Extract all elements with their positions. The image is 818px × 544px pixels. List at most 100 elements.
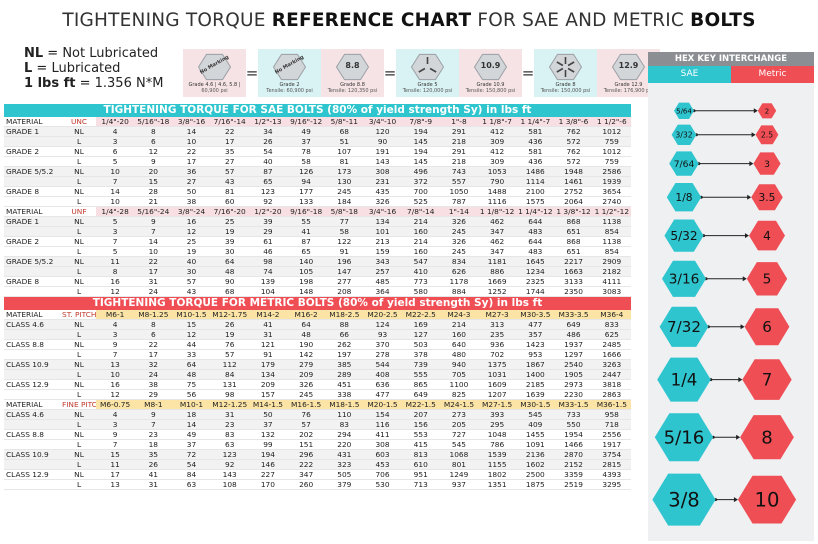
sae-hex-icon — [662, 260, 706, 297]
table-cell: 3 — [96, 136, 135, 147]
table-cell: 1012 — [592, 126, 631, 137]
table-cell: 379 — [325, 479, 364, 490]
table-cell: 108 — [210, 479, 249, 490]
table-cell: 787 — [439, 196, 479, 207]
table-cell: 64 — [287, 319, 326, 330]
table-cell: 9 — [134, 216, 173, 227]
bolt-head-icon — [473, 53, 508, 81]
table-cell: 6 — [96, 146, 135, 157]
sae-size-label: 7/32 — [667, 318, 701, 336]
table-cell: 131 — [210, 379, 249, 390]
header-cell: 7/8"-14 — [401, 206, 440, 217]
header-cell: M6-1 — [96, 310, 135, 320]
table-cell: 462 — [478, 236, 517, 247]
table-cell: 16 — [96, 276, 135, 287]
table-cell: 213 — [363, 236, 402, 247]
header-cell: 3/4"-10 — [363, 117, 402, 127]
header-cell: MATERIAL — [4, 117, 62, 127]
header-cell: 1 1/8"-12 — [478, 206, 517, 217]
table-cell: 309 — [478, 156, 517, 167]
table-cell: 1802 — [478, 469, 517, 480]
table-cell: 48 — [287, 329, 326, 340]
table-cell: 1138 — [592, 216, 631, 227]
table-cell: 2815 — [592, 459, 631, 470]
table-row: L 5 10 19 30 46 65 91 159 160 245 347 483 651 854 — [4, 246, 631, 257]
table-cell: 291 — [439, 126, 479, 137]
table-cell: 1100 — [439, 379, 479, 390]
table-cell: 1602 — [516, 459, 555, 470]
sae-hex-icon — [657, 357, 711, 402]
table-cell: 1948 — [554, 166, 593, 177]
table-cell: 4 — [96, 126, 135, 137]
table-cell: 98 — [248, 256, 288, 267]
table-cell: 649 — [554, 319, 593, 330]
table-cell: 347 — [478, 246, 517, 257]
hex-key-title: HEX KEY INTERCHANGE — [648, 52, 814, 66]
table-cell: 7 — [96, 349, 135, 360]
table-cell: GRADE 8 — [4, 276, 62, 287]
table-cell: L — [62, 439, 96, 450]
table-cell: 194 — [401, 126, 440, 137]
header-cell: 5/16"-18 — [134, 117, 173, 127]
table-cell: 277 — [325, 276, 364, 287]
table-row: L 13 31 63 108 170 260 379 530 713 937 1351 1875 2519… — [4, 479, 631, 490]
table-cell: 496 — [401, 166, 440, 177]
table-cell: 54 — [172, 459, 211, 470]
header-cell: M33-3.5 — [554, 310, 593, 320]
table-cell: 7 — [134, 419, 173, 430]
grade-tensile: Tensile: 120,000 psi — [402, 88, 453, 94]
table-cell: 453 — [363, 459, 402, 470]
table-cell: 868 — [554, 236, 593, 247]
table-cell: 133 — [287, 196, 326, 207]
table-row: CLASS 8.8 NL 9 23 49 83 132 202 294 411 553 727 1048… — [4, 429, 631, 440]
table-cell: 1181 — [478, 256, 517, 267]
table-cell: 58 — [287, 156, 326, 167]
table-cell: 435 — [363, 186, 402, 197]
table-cell: 8 — [134, 319, 173, 330]
table-cell: 10 — [96, 166, 135, 177]
table-cell: 5 — [96, 156, 135, 167]
table-cell: 38 — [134, 379, 173, 390]
table-cell: 1466 — [554, 439, 593, 450]
header-cell: 1 1/2"-12 — [592, 206, 631, 217]
table-cell: 3083 — [592, 286, 631, 297]
header-cell: 1/2"-20 — [248, 206, 288, 217]
table-cell: 27 — [172, 176, 211, 187]
metric-hex-icon — [742, 359, 792, 400]
table-cell: 25 — [210, 216, 249, 227]
table-cell: 35 — [210, 146, 249, 157]
table-cell: 43 — [210, 176, 249, 187]
table-cell: 1666 — [592, 349, 631, 360]
hex-key-pair: 7/32 6 — [659, 306, 790, 347]
table-cell: 17 — [210, 136, 249, 147]
table-cell: 194 — [248, 449, 288, 460]
table-cell: 9 — [96, 429, 135, 440]
metric-hex-icon — [737, 475, 797, 524]
header-cell: M18-2.5 — [325, 310, 364, 320]
table-cell: 483 — [516, 226, 555, 237]
header-cell: M30-3.5 — [516, 310, 555, 320]
table-cell: 581 — [516, 126, 555, 137]
header-cell: M20-1.5 — [363, 399, 402, 410]
hex-key-pair: 3/16 5 — [662, 260, 788, 297]
grade-tensile: 60,900 psi — [201, 88, 228, 94]
table-cell: 640 — [439, 339, 479, 350]
table-cell: 101 — [363, 226, 402, 237]
table-cell: 57 — [172, 276, 211, 287]
table-cell: 544 — [363, 359, 402, 370]
table-cell: 1207 — [478, 389, 517, 400]
table-cell: 36 — [172, 166, 211, 177]
table-cell: 936 — [478, 339, 517, 350]
table-cell: 483 — [516, 246, 555, 257]
table-cell: 218 — [439, 156, 479, 167]
table-cell: 12 — [96, 389, 135, 400]
table-cell: 3 — [96, 419, 135, 430]
table-cell: 8 — [96, 266, 135, 277]
grade-mark-text: 8.8 — [345, 61, 360, 70]
table-cell: 718 — [592, 419, 631, 430]
table-cell — [4, 266, 62, 277]
header-cell: M24-3 — [439, 310, 479, 320]
table-cell: 5 — [96, 216, 135, 227]
table-cell: 26 — [248, 136, 288, 147]
table-row: CLASS 12.9 NL 16 38 75 131 209 326 451 636 865 1100… — [4, 379, 631, 390]
